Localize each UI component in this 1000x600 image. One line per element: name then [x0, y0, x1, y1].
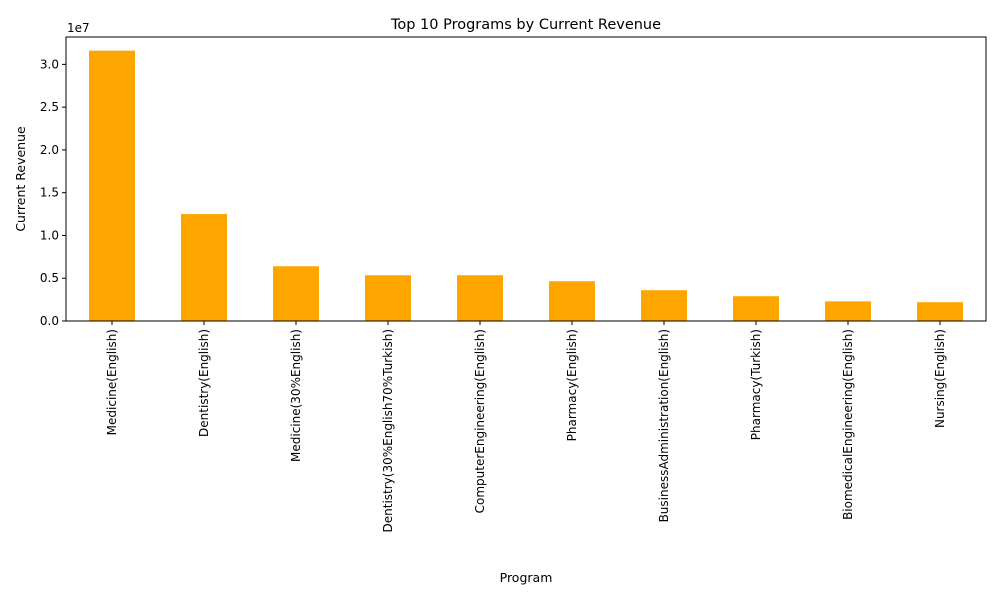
x-tick-label-5: Pharmacy(English) — [565, 329, 579, 441]
bar-9 — [917, 302, 963, 321]
plot-area-frame — [65, 36, 987, 322]
y-axis-ticks: 0.0 0.5 1.0 1.5 2.0 2.5 3.0 — [40, 57, 66, 328]
x-tick-label-2: Medicine(30%English) — [289, 329, 303, 462]
bar-0 — [89, 50, 135, 322]
x-tick-label-9: Nursing(English) — [933, 329, 947, 428]
bar-1 — [181, 214, 227, 321]
x-tick-label-1: Dentistry(English) — [197, 329, 211, 437]
y-tick-label-1: 0.5 — [40, 271, 59, 285]
x-axis-label: Program — [500, 570, 553, 585]
y-axis-offset-label: 1e7 — [67, 21, 90, 35]
y-tick-label-4: 2.0 — [40, 143, 59, 157]
x-tick-label-3: Dentistry(30%English70%Turkish) — [381, 329, 395, 532]
bar-3 — [365, 275, 411, 321]
y-tick-label-5: 2.5 — [40, 100, 59, 114]
x-axis-ticks: Medicine(English) Dentistry(English) Medic… — [105, 321, 947, 532]
y-tick-label-6: 3.0 — [40, 57, 59, 71]
x-tick-label-7: Pharmacy(Turkish) — [749, 329, 763, 440]
x-tick-label-6: BusinessAdministration(English) — [657, 329, 671, 522]
x-tick-label-4: ComputerEngineering(English) — [473, 329, 487, 513]
y-tick-label-2: 1.0 — [40, 228, 59, 242]
x-tick-label-0: Medicine(English) — [105, 329, 119, 435]
bar-4 — [457, 275, 503, 321]
bar-2 — [273, 266, 319, 321]
y-tick-label-0: 0.0 — [40, 314, 59, 328]
bar-6 — [641, 290, 687, 321]
chart-title: Top 10 Programs by Current Revenue — [390, 17, 661, 33]
x-tick-label-8: BiomedicalEngineering(English) — [841, 329, 855, 520]
y-axis-label: Current Revenue — [13, 126, 28, 232]
bar-5 — [549, 281, 595, 321]
bar-8 — [825, 301, 871, 321]
y-tick-label-3: 1.5 — [40, 186, 59, 200]
bar-7 — [733, 296, 779, 321]
bars-group — [89, 50, 963, 322]
